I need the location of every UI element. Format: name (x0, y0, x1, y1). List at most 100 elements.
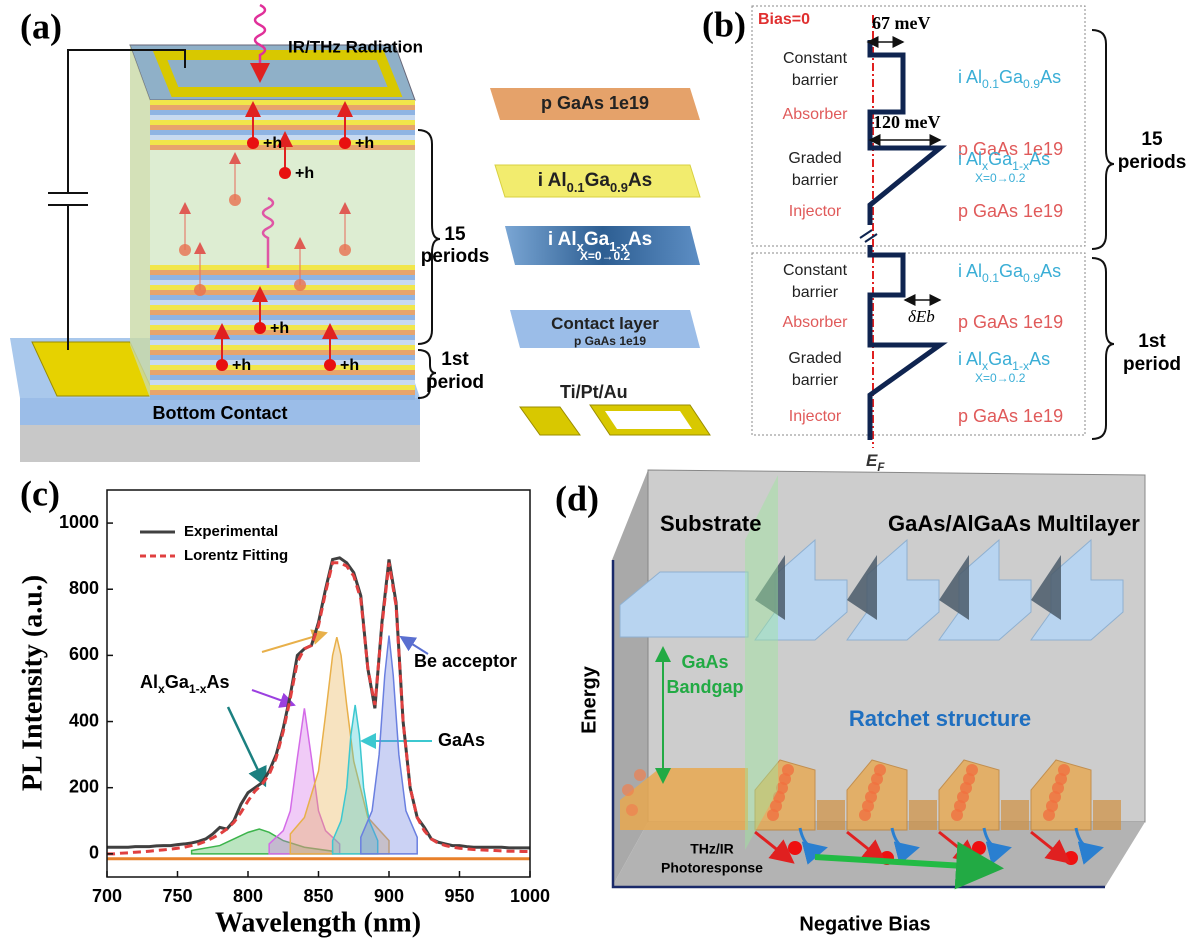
formula-part: 0.9 (1023, 77, 1040, 91)
row-label: Injector (789, 408, 842, 425)
formula-part: i Al (958, 149, 982, 169)
carrier (279, 167, 291, 179)
legend-label: Experimental (184, 523, 278, 540)
axis-label: Negative Bias (799, 913, 930, 935)
formula-part: Ti/Pt/Au (560, 382, 628, 402)
carrier (324, 359, 336, 371)
formula-part: E (866, 451, 878, 470)
formula-part: i Al (958, 349, 982, 369)
material-note: X=0→0.2 (975, 171, 1026, 185)
layer-stripe (150, 265, 415, 270)
carrier-faint (194, 284, 206, 296)
carrier-label: +h (355, 135, 374, 152)
axis-label: Energy (578, 665, 600, 734)
layer-stripe (150, 350, 415, 355)
formula-part: As (1029, 349, 1050, 369)
annotation: AlxGa1-xAs (140, 672, 230, 696)
annotation: 67 meV (872, 13, 930, 33)
formula-part: As (1040, 67, 1061, 87)
layer-stripe (150, 385, 415, 390)
substrate (20, 425, 420, 462)
layer-stripe (150, 135, 415, 140)
photoresponse-label: Photoresponse (661, 860, 763, 876)
formula-part: p GaAs 1e19 (958, 201, 1063, 221)
hole (1064, 851, 1078, 865)
carrier-label: +h (263, 135, 282, 152)
carrier-label: +h (270, 320, 289, 337)
row-label: Graded (788, 350, 841, 367)
x-tick-label: 900 (374, 886, 404, 906)
layer-stripe (150, 380, 415, 385)
x-axis-label: Wavelength (nm) (215, 907, 421, 938)
metal-hole (605, 411, 692, 429)
hole (966, 764, 978, 776)
x-tick-label: 850 (303, 886, 333, 906)
annotation: GaAs (438, 730, 485, 750)
layer-stripe (150, 130, 415, 135)
region-label: GaAs/AlGaAs Multilayer (888, 511, 1140, 536)
row-label: Graded (788, 150, 841, 167)
formula-part: Ga (584, 229, 610, 250)
formula-part: i Al (958, 67, 982, 87)
row-label: Absorber (783, 106, 849, 123)
formula-part: p GaAs 1e19 (958, 406, 1063, 426)
bottom-contact-label: Bottom Contact (153, 403, 288, 423)
photoresponse-label: THz/IR (690, 841, 734, 857)
carrier-faint (179, 244, 191, 256)
bias-label: Bias=0 (758, 11, 810, 28)
hole (782, 764, 794, 776)
formula-part: Ga (999, 261, 1024, 281)
layer-stripe (150, 145, 415, 150)
layer-stripe (150, 120, 415, 125)
formula-part: Ga (988, 149, 1013, 169)
layer-stripe (150, 115, 415, 120)
formula-part: Contact layer (551, 314, 659, 333)
brace (418, 130, 440, 344)
formula-part: As (628, 229, 652, 250)
bandgap-label: Bandgap (666, 677, 743, 697)
y-tick-label: 400 (69, 710, 99, 730)
layer-label: p GaAs 1e19 (541, 93, 649, 113)
formula-part: 0.1 (567, 180, 585, 195)
formula-part: i Al (538, 170, 567, 191)
layer-stripe (150, 280, 415, 285)
row-label: Injector (789, 203, 842, 220)
material-label: i Al0.1Ga0.9As (958, 261, 1061, 285)
formula-part: p GaAs 1e19 (541, 93, 649, 113)
band-profile (870, 245, 940, 440)
layer-label: Ti/Pt/Au (560, 382, 628, 402)
carrier-label: +h (340, 357, 359, 374)
layer-stripe (150, 125, 415, 130)
stack-side (130, 45, 150, 398)
layer-stripe (150, 110, 415, 115)
carrier-faint (339, 244, 351, 256)
vb-gap (817, 800, 845, 830)
hole (622, 784, 634, 796)
x-tick-label: 1000 (510, 886, 550, 906)
layer-stripe (150, 140, 415, 145)
layer-stripe (150, 340, 415, 345)
panel-label: (c) (20, 473, 60, 513)
formula-part: 0.1 (982, 271, 999, 285)
layer-note: p GaAs 1e19 (574, 334, 646, 348)
formula-part: Ga (165, 672, 190, 692)
formula-part: 0.9 (610, 180, 628, 195)
material-label: p GaAs 1e19 (958, 406, 1063, 426)
row-label: barrier (792, 372, 839, 389)
radiation-label: IR/THz Radiation (288, 37, 423, 56)
annotation: Be acceptor (414, 651, 517, 671)
region-label: Substrate (660, 511, 761, 536)
row-label: Constant (783, 50, 848, 67)
vb-gap (1001, 800, 1029, 830)
layer-stripe (150, 390, 415, 395)
material-note: X=0→0.2 (975, 371, 1026, 385)
hole (634, 769, 646, 781)
carrier-faint (229, 194, 241, 206)
x-tick-label: 950 (444, 886, 474, 906)
material-label: i AlxGa1-xAs (958, 149, 1050, 173)
hole (626, 804, 638, 816)
layer-stripe (150, 300, 415, 305)
label: periods (1118, 152, 1187, 173)
layer-stripe (150, 100, 415, 105)
y-tick-label: 1000 (59, 512, 99, 532)
